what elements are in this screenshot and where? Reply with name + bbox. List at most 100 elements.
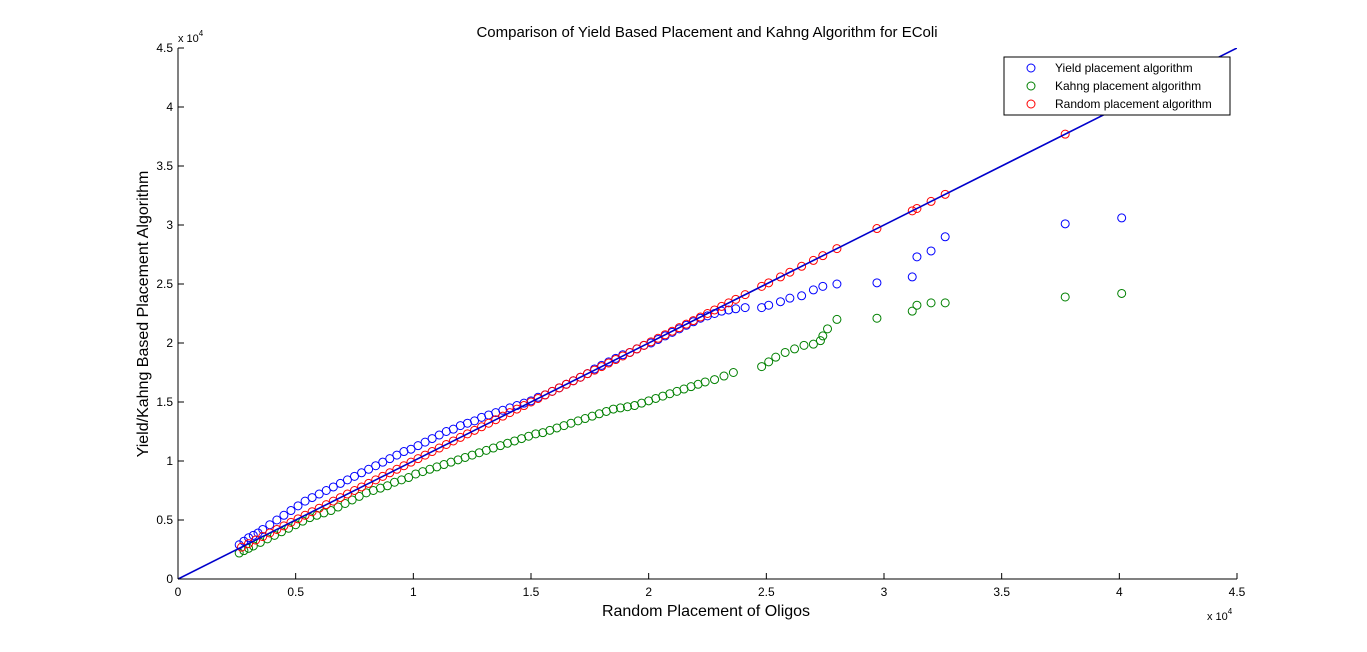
data-point [326,506,336,516]
data-point [1060,219,1070,229]
data-point [547,386,557,396]
legend-label-yield: Yield placement algorithm [1055,61,1193,75]
data-point [604,358,614,368]
data-point [907,272,917,282]
data-point [333,502,343,512]
x-tick-label: 0 [175,585,182,599]
data-point [660,330,670,340]
legend-marker-random [1026,99,1036,109]
data-point [462,429,472,439]
data-point [350,471,359,481]
data-point [399,461,409,471]
x-tick-label: 3 [881,585,888,599]
y-axis-label: Yield/Kahng Based Placement Algorithm [135,171,152,458]
data-point [335,493,345,503]
tick-layer: 0 0.5 1 1.5 2 2.5 3 3.5 4 4.5 0 0.5 1 1.5 2 2.5 3 3.5 4 4.5 [156,41,1245,599]
data-point [265,528,275,538]
data-point [695,312,705,322]
legend: Yield placement algorithm Kahng placemen… [1003,56,1231,116]
y-tick-label: 3.5 [156,159,173,173]
data-point [731,304,741,314]
data-point [724,305,734,315]
series-kahng-placement-algorithm [234,288,1127,558]
y-tick-label: 4.5 [156,41,173,55]
x-tick-label: 2 [645,585,652,599]
data-point [434,443,444,453]
x-tick-label: 3.5 [993,585,1010,599]
data-point [731,294,741,304]
data-point [371,475,381,485]
data-point [307,507,317,517]
data-point [780,347,790,357]
data-point [491,415,501,425]
data-point [258,524,268,534]
data-point [335,478,345,488]
data-point [498,411,508,421]
data-point [477,422,487,432]
data-layer [178,48,1237,580]
data-point [764,300,774,310]
data-point [251,535,261,545]
data-point [470,416,480,426]
data-point [364,478,374,488]
data-point [808,339,818,349]
data-point [540,390,550,400]
data-point [823,324,833,334]
chart-title: Comparison of Yield Based Placement and … [476,24,937,41]
data-point [248,530,258,540]
data-point [404,473,414,483]
data-point [526,397,536,407]
data-point [470,425,480,435]
data-point [385,454,395,464]
data-point [797,261,807,271]
data-point [872,224,882,234]
x-tick-label: 0.5 [287,585,304,599]
data-point [764,357,774,367]
data-point [674,323,684,333]
data-point [300,496,310,506]
y-tick-label: 3 [166,218,173,232]
data-point [710,375,720,385]
data-point [300,510,310,520]
x-tick-label: 4.5 [1229,585,1246,599]
data-point [512,404,522,414]
reference-line [178,48,1237,580]
y-exponent-label: x 104 [178,29,204,45]
data-point [1117,288,1127,298]
data-point [639,340,649,350]
data-point [775,272,785,282]
data-point [799,340,809,350]
legend-label-random: Random placement algorithm [1055,97,1212,111]
y-tick-label: 0 [166,572,173,586]
data-point [568,376,578,386]
data-point [808,285,818,295]
data-point [611,355,621,365]
data-point [615,403,625,413]
data-point [582,369,592,379]
data-point [926,298,936,308]
data-point [406,444,416,454]
data-point [710,305,720,315]
data-point [293,501,303,511]
data-point [724,298,734,308]
data-point [1060,292,1070,302]
data-point [618,351,628,361]
data-point [646,337,656,347]
data-point [321,500,331,510]
data-point [667,326,677,336]
data-point [703,309,712,318]
data-point [279,521,289,531]
data-point [385,468,395,478]
data-point [392,450,402,460]
data-point [653,333,663,343]
data-point [455,432,465,442]
data-point [279,510,289,520]
data-point [371,461,381,471]
data-point [907,206,917,216]
data-point [286,517,296,527]
data-point [622,402,632,412]
data-point [321,486,331,495]
data-point [420,450,430,460]
data-point [413,441,423,451]
data-point [441,439,451,449]
